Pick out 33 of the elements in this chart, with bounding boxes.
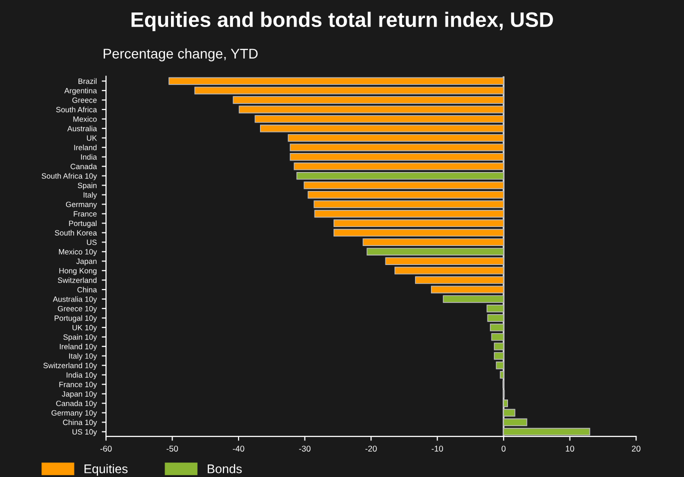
bar: [308, 190, 504, 199]
bar: [304, 181, 504, 190]
bar: [394, 266, 504, 274]
x-tick-label: 10: [566, 446, 574, 452]
bar: [494, 352, 504, 360]
bar: [366, 248, 504, 256]
bar: [496, 362, 504, 370]
bar: [296, 172, 504, 180]
x-tick-label: -20: [365, 446, 377, 452]
x-tick-label: 0: [502, 446, 506, 452]
bar: [314, 200, 504, 208]
bar: [334, 228, 504, 237]
x-tick-label: -50: [166, 446, 178, 452]
bar: [503, 408, 516, 417]
bar: [503, 418, 528, 426]
x-tick-label: 20: [632, 446, 640, 452]
legend-label: Bonds: [208, 464, 242, 474]
x-tick-label: -10: [432, 446, 444, 452]
chart-title: Equities and bonds total return index, USD: [132, 12, 553, 32]
bar: [503, 399, 508, 408]
bar: [362, 238, 504, 246]
bar: [334, 219, 504, 228]
x-tick-label: -40: [232, 446, 244, 452]
x-tick-label: -60: [100, 446, 112, 452]
chart-subtitle: Percentage change, YTD: [104, 48, 258, 62]
bar: [503, 428, 590, 436]
legend-label: Equities: [84, 464, 128, 476]
bar: [500, 371, 504, 379]
bar: [385, 257, 504, 265]
bar: [290, 153, 504, 161]
bar: [294, 162, 504, 170]
bar: [314, 210, 504, 218]
x-tick-label: -30: [299, 446, 311, 452]
